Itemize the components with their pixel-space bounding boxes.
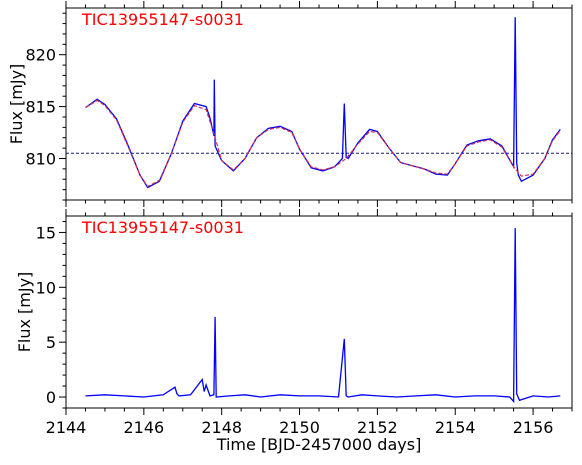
top-plot-frame — [65, 7, 573, 201]
x-tick-label: 2148 — [201, 418, 242, 437]
x-tick-label: 2156 — [513, 418, 554, 437]
bottom-flux-series-line — [85, 228, 561, 404]
bottom-x-ticks: 2144 2146 2148 2150 2152 2154 2156 — [46, 209, 573, 437]
top-model-series-line — [85, 99, 561, 188]
bottom-y-axis-label: Flux [mJy] — [15, 272, 34, 353]
x-tick-label: 2152 — [357, 418, 398, 437]
bottom-plot-frame — [65, 215, 573, 409]
bottom-panel-residual-flux: 2144 2146 2148 2150 2152 2154 2156 0 5 10 15 TIC1… — [15, 209, 573, 454]
top-x-ticks — [65, 1, 573, 207]
x-tick-label: 2144 — [46, 418, 87, 437]
y-tick-label: 5 — [46, 333, 56, 352]
x-tick-label: 2146 — [123, 418, 164, 437]
y-tick-label: 0 — [46, 388, 56, 407]
x-tick-label: 2150 — [279, 418, 320, 437]
bottom-y-ticks: 0 5 10 15 — [36, 220, 66, 409]
y-tick-label: 810 — [25, 149, 56, 168]
y-tick-label: 815 — [25, 98, 56, 117]
y-tick-label: 10 — [36, 278, 56, 297]
top-flux-series-line — [85, 17, 561, 189]
bottom-panel-title: TIC13955147-s0031 — [81, 218, 244, 237]
x-tick-label: 2154 — [435, 418, 476, 437]
y-tick-label: 15 — [36, 223, 56, 242]
top-y-ticks: 810 815 820 — [25, 12, 66, 201]
y-tick-label: 820 — [25, 46, 56, 65]
top-panel-flux-with-model: 810 815 820 TIC13955147-s0031 Flux [mJy] — [7, 1, 573, 207]
top-panel-title: TIC13955147-s0031 — [81, 10, 244, 29]
top-y-axis-label: Flux [mJy] — [7, 64, 26, 145]
x-axis-label: Time [BJD-2457000 days] — [216, 435, 422, 454]
